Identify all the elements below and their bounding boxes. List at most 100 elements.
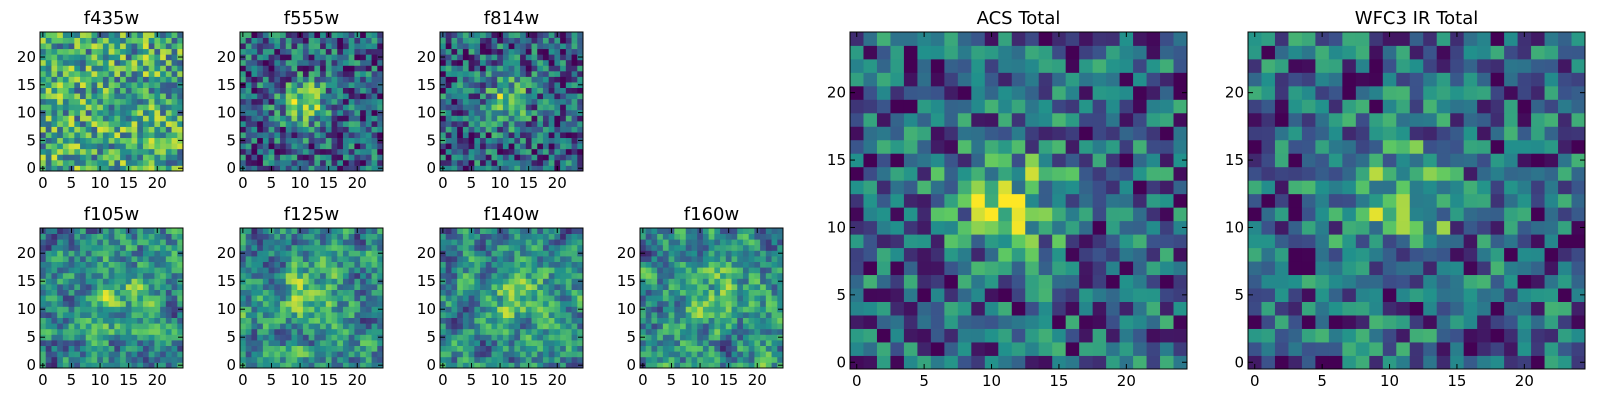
heatmap-cell [474,159,481,166]
heatmap-cell [108,261,115,268]
heatmap-cell [1011,328,1026,343]
heatmap-cell [485,289,492,296]
heatmap-cell [91,272,98,279]
heatmap-cell [657,340,664,346]
heatmap-cell [668,233,675,240]
heatmap-cell [737,362,744,369]
y-tick-label: 5 [426,131,436,149]
heatmap-cell [542,154,550,161]
heatmap-cell [445,87,452,94]
heatmap-cell [257,109,264,116]
heatmap-cell [771,345,778,352]
heatmap-cell [102,159,110,166]
heatmap-cell [114,87,121,94]
heatmap-cell [108,295,115,302]
heatmap-cell [302,148,310,155]
heatmap-cell [285,159,292,166]
heatmap-cell [1011,207,1026,222]
heatmap-cell [120,59,127,66]
heatmap-cell [108,159,115,166]
heatmap-cell [251,300,258,307]
heatmap-cell [765,334,772,341]
heatmap-cell [245,76,252,83]
heatmap-cell [274,334,281,341]
heatmap-cell [45,323,52,330]
heatmap-cell [154,65,161,72]
heatmap-cell [485,312,492,318]
heatmap-cell [737,261,744,268]
heatmap-cell [331,362,338,369]
heatmap-cell [154,345,161,352]
heatmap-cell [51,70,58,77]
heatmap-cell [131,126,138,133]
heatmap-cell [80,278,87,285]
heatmap-cell [354,70,361,77]
heatmap-cell [302,93,310,100]
heatmap-cell [171,261,178,268]
heatmap-cell [102,295,110,302]
heatmap-cell [342,76,350,83]
heatmap-cell [525,43,532,50]
heatmap-cell [80,98,87,105]
heatmap-cell [348,132,355,139]
heatmap-cell [91,59,98,66]
heatmap-cell [737,317,744,324]
heatmap-cell [314,228,321,234]
heatmap-cell [657,317,664,324]
heatmap-cell [74,59,81,66]
heatmap-cell [548,54,555,61]
heatmap-cell [80,115,87,122]
heatmap-cell [171,82,178,88]
heatmap-cell [480,306,487,313]
heatmap-cell [337,306,344,313]
heatmap-cell [45,340,52,346]
heatmap-cell [74,328,81,335]
heatmap-cell [1119,234,1134,249]
heatmap-cell [154,154,161,161]
heatmap-cell [462,295,469,302]
heatmap-cell [177,32,184,38]
heatmap-cell [474,351,481,358]
heatmap-cell [165,54,172,61]
heatmap-cell [440,104,447,111]
heatmap-cell [365,132,372,139]
heatmap-cell [354,48,361,55]
heatmap-cell [377,143,384,150]
heatmap-cell [240,244,247,251]
heatmap-cell [251,267,258,274]
heatmap-cell [720,272,727,279]
heatmap-cell [85,148,92,155]
heatmap-cell [91,351,98,358]
heatmap-cell [148,148,155,155]
heatmap-cell [1092,180,1107,195]
heatmap-cell [702,300,710,307]
heatmap-cell [125,334,132,341]
heatmap-cell [365,295,372,302]
heatmap-cell [297,244,304,251]
heatmap-cell [548,137,555,144]
heatmap-cell [531,356,538,363]
heatmap-cell [1092,220,1107,235]
heatmap-cell [685,340,692,346]
heatmap-cell [62,54,69,61]
heatmap-cell [337,295,344,302]
heatmap-cells [850,32,1188,370]
heatmap-cell [97,87,104,94]
heatmap-cell [725,261,732,268]
heatmap-cell [165,300,172,307]
heatmap-cell [337,256,344,262]
heatmap-cell [903,274,918,289]
heatmap-cell [760,244,767,251]
heatmap-cell [571,65,578,72]
heatmap-cell [565,76,572,83]
heatmap-cell [771,340,778,346]
heatmap-cell [80,65,87,72]
heatmap-cell [291,104,298,111]
heatmap-cell [890,166,905,181]
heatmap-cell [148,93,155,100]
heatmap-cell [302,143,310,150]
heatmap-cell [708,239,715,246]
heatmap-cell [331,98,338,105]
heatmap-cell [137,137,144,144]
